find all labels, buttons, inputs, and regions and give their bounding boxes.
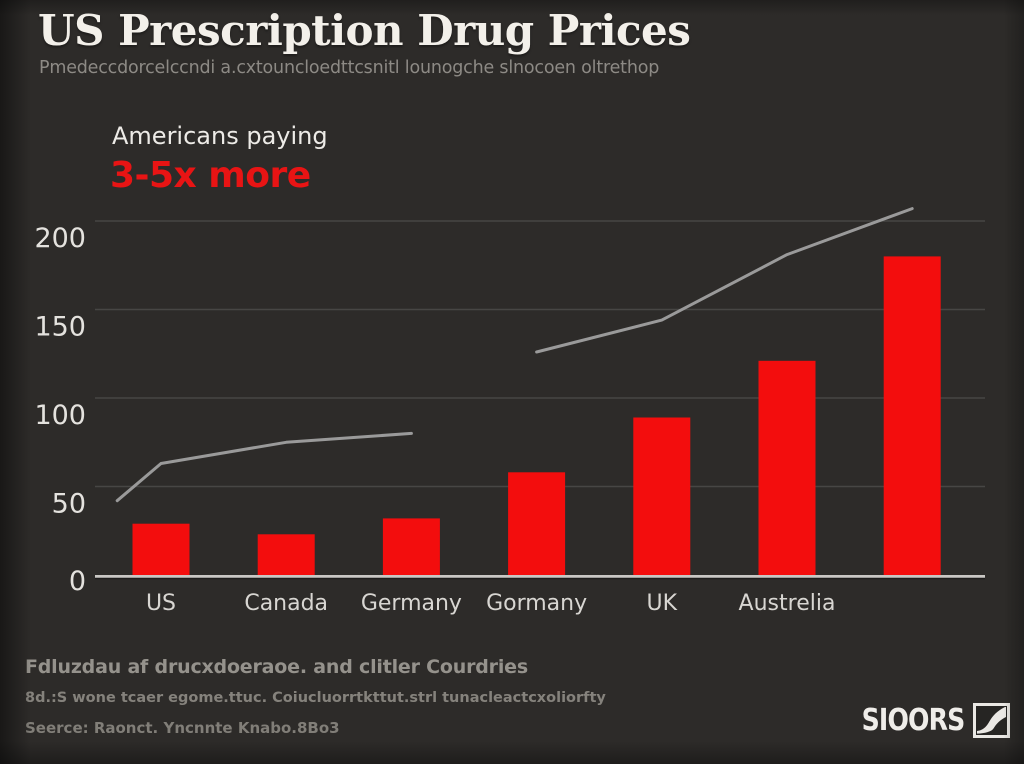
y-tick-label: 50 [52, 489, 86, 520]
footer-caption: Fdluzdau af drucxdoeraoe. and clitler Co… [25, 656, 528, 678]
x-tick-label: Canada [244, 591, 328, 616]
trend-line-segment [115, 431, 413, 503]
footer-note: 8d.:S wone tcaer egome.ttuc. Coiucluorrt… [25, 690, 606, 706]
y-tick-label: 0 [69, 566, 86, 597]
bar-germany [382, 518, 440, 575]
y-tick-label: 200 [34, 223, 86, 254]
brand-logo-text: SIOORS [861, 702, 965, 738]
bar-austrelia [758, 360, 816, 575]
footer-source: Seerce: Raonct. Yncnnte Knabo.8Bo3 [25, 719, 340, 737]
x-tick-label: UK [647, 591, 678, 616]
bar-us [132, 523, 190, 575]
bar-unlabeled [883, 256, 941, 575]
x-tick-label: Gormany [486, 591, 587, 616]
y-tick-label: 150 [34, 312, 86, 343]
x-tick-label: Germany [361, 591, 462, 616]
trend-line-segment [535, 207, 914, 354]
y-tick-label: 100 [34, 400, 86, 431]
x-tick-label: US [146, 591, 176, 616]
x-tick-label: Austrelia [739, 591, 836, 616]
brand-logo: SIOORS [842, 701, 1010, 739]
bar-canada [257, 534, 315, 575]
bar-uk [633, 417, 691, 575]
bar-gormany [508, 472, 566, 575]
brand-logo-icon [973, 702, 1010, 738]
